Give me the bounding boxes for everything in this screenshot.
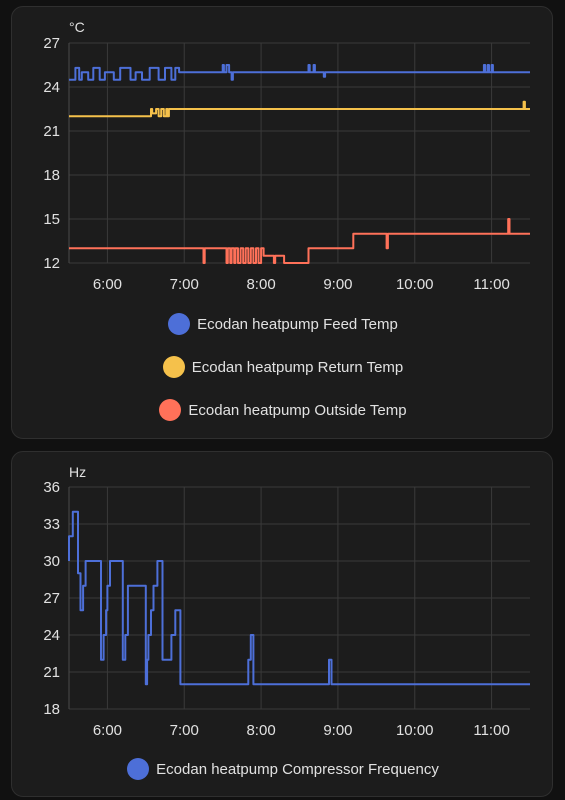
x-tick-label: 8:00 xyxy=(246,276,275,293)
legend-swatch-icon xyxy=(168,313,191,335)
x-tick-label: 10:00 xyxy=(396,722,434,739)
temperature-chart-card: °C 12 15 18 21 24 27 6:00 7:00 8:00 9:00 10:00 11:0… xyxy=(11,6,553,439)
legend-item[interactable]: Ecodan heatpump Feed Temp xyxy=(12,311,552,337)
y-tick-label: 21 xyxy=(43,123,60,140)
y-tick-label: 12 xyxy=(43,255,60,272)
y-tick-label: 27 xyxy=(43,35,60,52)
x-tick-label: 7:00 xyxy=(170,722,199,739)
x-tick-label: 11:00 xyxy=(473,722,509,739)
y-tick-label: 24 xyxy=(43,627,60,644)
frequency-chart-card: Hz 18 21 24 27 30 33 36 6:00 7:00 8:00 9:00 10:00 11… xyxy=(11,451,553,797)
y-tick-label: 30 xyxy=(43,553,60,570)
series-line-0[interactable] xyxy=(69,64,530,81)
y-tick-label: 27 xyxy=(43,590,60,607)
x-tick-label: 11:00 xyxy=(473,276,509,293)
y-tick-label: 21 xyxy=(43,664,60,681)
legend-swatch-icon xyxy=(159,399,182,421)
legend-item[interactable]: Ecodan heatpump Outside Temp xyxy=(12,397,552,423)
y-axis-unit-temp: °C xyxy=(69,19,85,35)
legend-swatch-icon xyxy=(127,758,150,780)
y-tick-label: 15 xyxy=(43,211,60,228)
legend-item[interactable]: Ecodan heatpump Return Temp xyxy=(12,354,552,380)
legend-swatch-icon xyxy=(162,356,185,378)
y-axis-unit-freq: Hz xyxy=(69,464,87,480)
series-line-2[interactable] xyxy=(69,218,530,264)
x-tick-label: 6:00 xyxy=(93,276,122,293)
series-line-1[interactable] xyxy=(69,100,530,118)
y-tick-label: 18 xyxy=(43,701,60,718)
legend-label: Ecodan heatpump Compressor Frequency xyxy=(156,760,439,778)
legend-label: Ecodan heatpump Feed Temp xyxy=(197,315,398,333)
x-tick-label: 10:00 xyxy=(396,276,434,293)
legend-label: Ecodan heatpump Return Temp xyxy=(191,358,404,376)
x-tick-label: 8:00 xyxy=(246,722,275,739)
x-tick-label: 6:00 xyxy=(93,722,122,739)
y-tick-label: 18 xyxy=(43,167,60,184)
x-tick-label: 9:00 xyxy=(323,276,352,293)
legend-item[interactable]: Ecodan heatpump Compressor Frequency xyxy=(12,756,552,782)
y-tick-label: 36 xyxy=(43,479,60,496)
x-tick-label: 9:00 xyxy=(323,722,352,739)
x-tick-label: 7:00 xyxy=(170,276,199,293)
legend-label: Ecodan heatpump Outside Temp xyxy=(188,401,407,419)
y-tick-label: 24 xyxy=(43,79,60,96)
series-line-0[interactable] xyxy=(68,510,530,686)
frequency-chart[interactable]: 18 21 24 27 30 33 36 6:00 7:00 8:00 9:00 10:00 11:00 xyxy=(12,452,553,742)
temperature-chart[interactable]: 12 15 18 21 24 27 6:00 7:00 8:00 9:00 10:00 11:00 xyxy=(12,7,553,307)
y-tick-label: 33 xyxy=(43,516,60,533)
